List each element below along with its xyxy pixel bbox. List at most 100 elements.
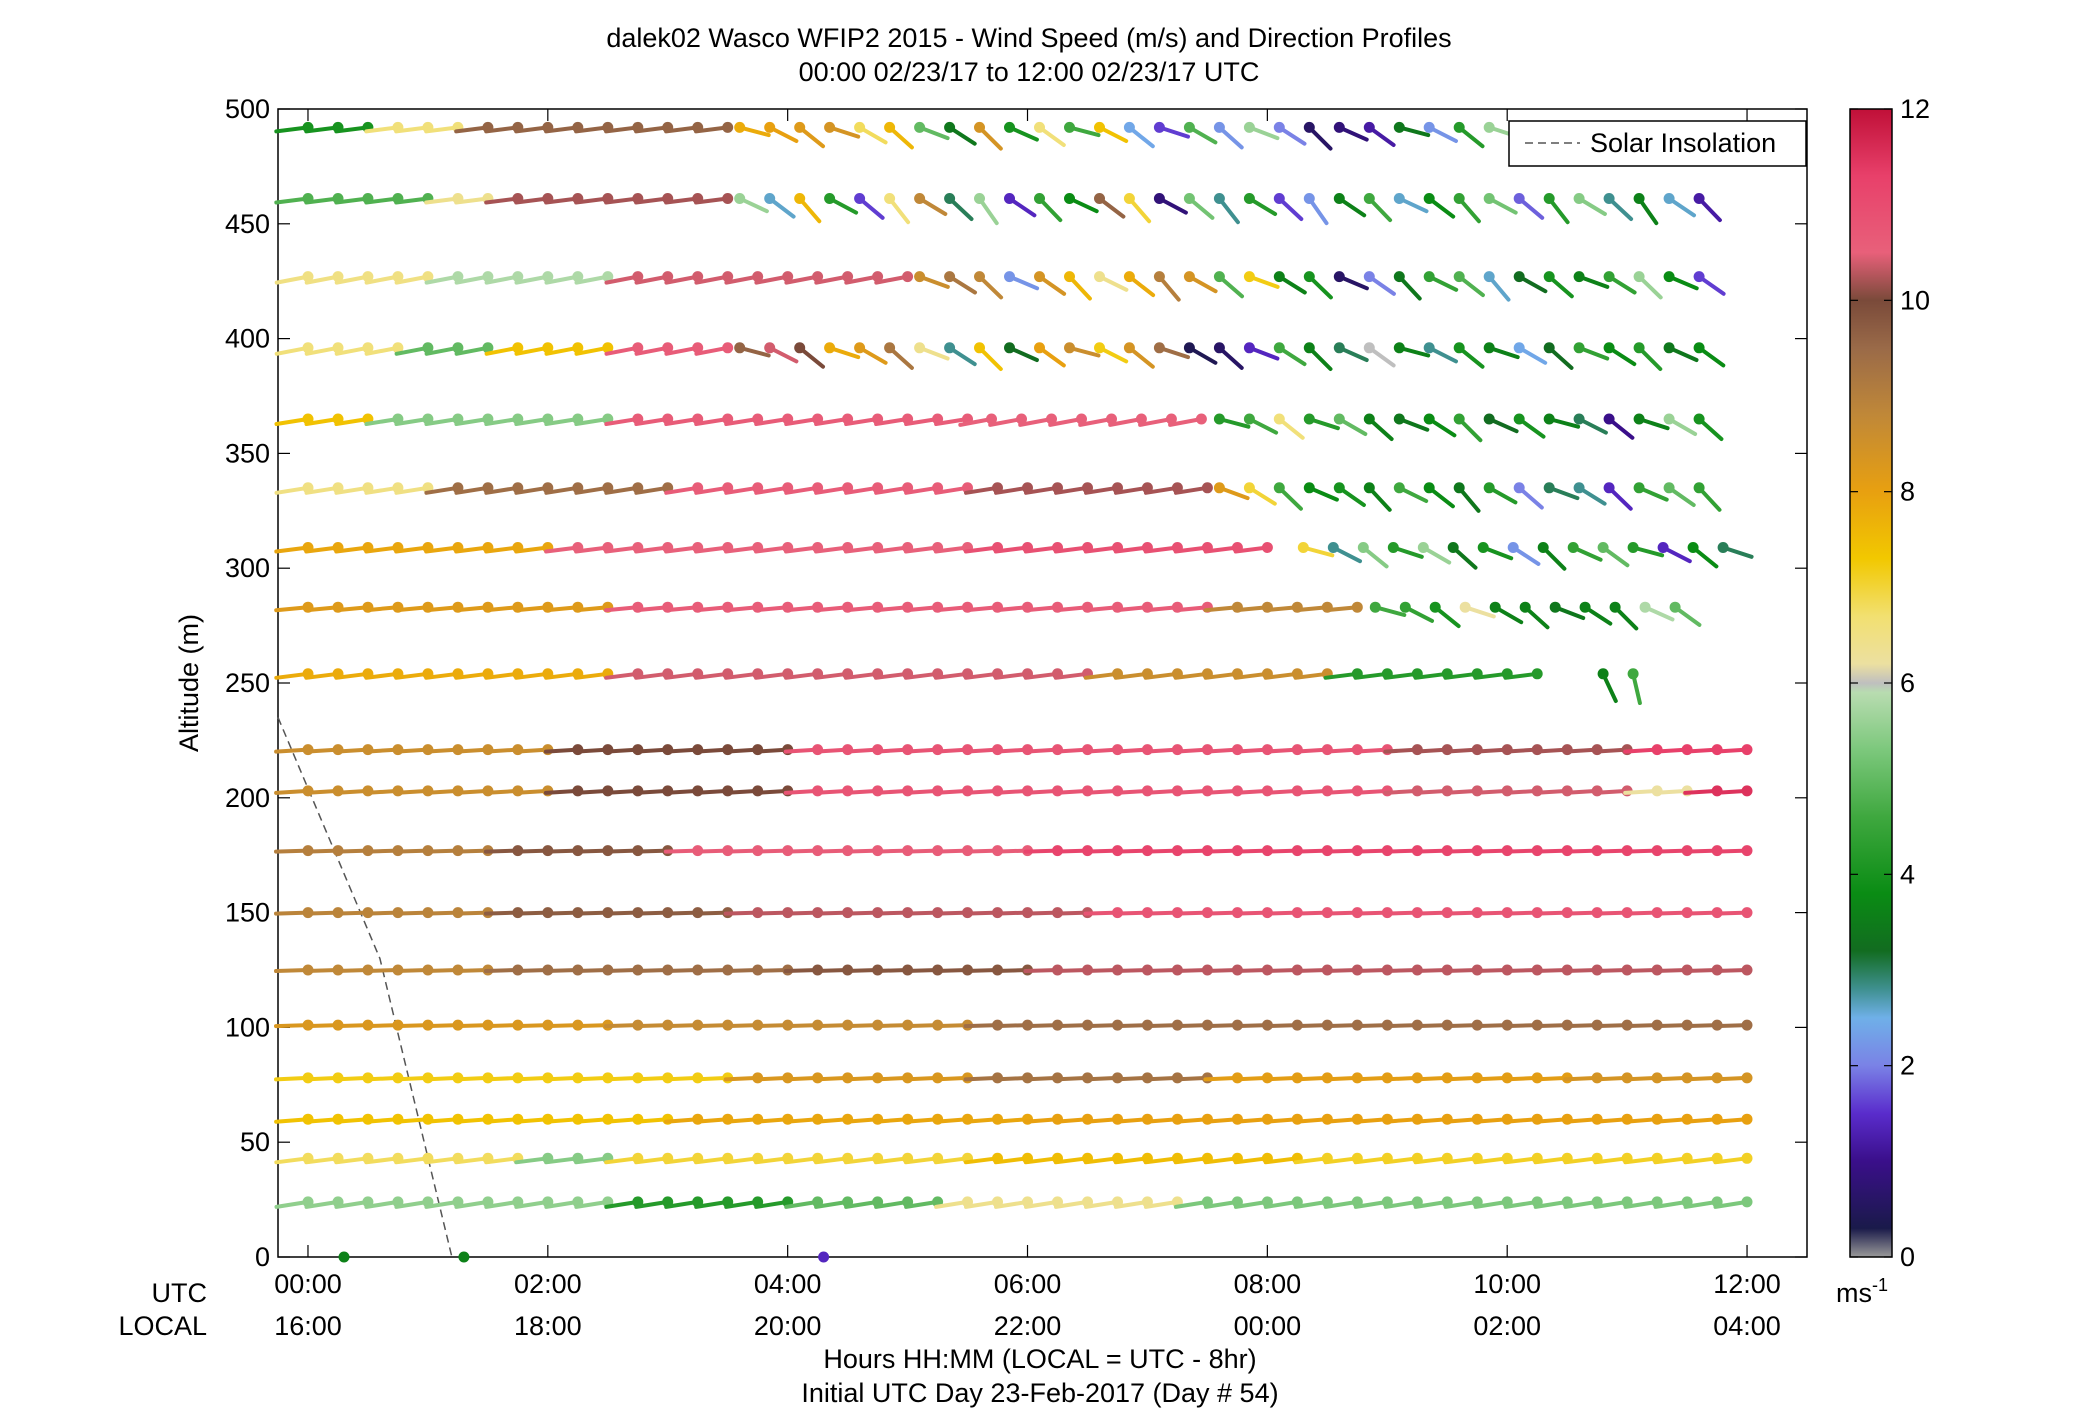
- wind-dot: [1573, 413, 1585, 425]
- wind-dot: [914, 193, 926, 204]
- wind-dot: [1741, 964, 1753, 976]
- wind-dot: [1195, 413, 1207, 425]
- wind-dot: [722, 271, 734, 283]
- wind-dot: [914, 121, 926, 133]
- wind-dot: [764, 121, 776, 133]
- wind-dot: [1273, 413, 1285, 425]
- wind-dot: [1507, 542, 1519, 553]
- wind-dot: [1243, 482, 1255, 494]
- wind-dot: [1303, 121, 1315, 133]
- profile-row-150: [274, 907, 1753, 919]
- wind-dot: [1453, 413, 1465, 425]
- wind-dot: [1004, 193, 1015, 204]
- wind-dot: [722, 342, 734, 354]
- wind-dot: [1693, 271, 1705, 283]
- barb-row-335: [1213, 482, 1722, 513]
- wind-dot: [794, 193, 806, 204]
- wind-dot: [1183, 193, 1195, 204]
- wind-dot: [1303, 482, 1315, 494]
- wind-dot: [1201, 482, 1213, 494]
- wind-dot: [1639, 601, 1651, 613]
- barb-row-309: [1297, 542, 1754, 571]
- wind-dot: [1693, 193, 1705, 204]
- wind-dot: [422, 342, 434, 354]
- wind-dot: [1603, 413, 1615, 425]
- wind-dot: [1633, 342, 1645, 354]
- wind-dot: [1531, 668, 1543, 680]
- wind-dot: [1633, 193, 1645, 204]
- wind-dot: [974, 271, 985, 283]
- wind-dot: [1393, 413, 1405, 425]
- wind-dot: [1741, 785, 1753, 797]
- wind-dot: [1663, 413, 1675, 425]
- wind-dot: [1573, 482, 1585, 494]
- wind-dot: [542, 271, 554, 283]
- legend: Solar Insolation: [1508, 120, 1807, 167]
- y-tick-label: 50: [240, 1127, 270, 1157]
- wind-dot: [902, 271, 914, 283]
- wind-dot: [1603, 193, 1615, 204]
- wind-dot: [1351, 601, 1363, 613]
- wind-dot: [1657, 542, 1669, 553]
- profile-row-60: [274, 1113, 1753, 1125]
- wind-dot: [1393, 482, 1405, 494]
- wind-dot: [1513, 193, 1525, 204]
- wind-dot: [1363, 121, 1375, 133]
- wind-dot: [1483, 413, 1495, 425]
- y-tick-label: 500: [225, 94, 270, 124]
- wind-dot: [542, 342, 554, 354]
- profile-row-78: [274, 1072, 1753, 1084]
- wind-dot: [884, 193, 896, 204]
- chart-subtitle: 00:00 02/23/17 to 12:00 02/23/17 UTC: [799, 57, 1260, 87]
- wind-dot: [1627, 542, 1639, 553]
- wind-dot: [1243, 271, 1255, 283]
- wind-dot: [1573, 342, 1585, 354]
- wind-dot: [722, 193, 734, 204]
- wind-dot: [1393, 121, 1405, 133]
- wind-dot: [914, 342, 926, 354]
- x-tick-label-utc: 12:00: [1713, 1269, 1781, 1299]
- wind-dot: [1399, 601, 1411, 613]
- wind-dot: [1513, 342, 1525, 354]
- barb-row-427: [914, 271, 1726, 302]
- wind-dot: [1693, 413, 1705, 425]
- wind-dot: [572, 271, 584, 283]
- x-tick-label-local: 04:00: [1713, 1311, 1781, 1341]
- wind-dot: [1004, 121, 1015, 133]
- colorbar-tick-label: 10: [1900, 285, 1930, 315]
- wind-dot: [1597, 668, 1609, 680]
- profile-row-101: [274, 1019, 1753, 1031]
- wind-dot: [1633, 271, 1645, 283]
- wind-dot: [944, 271, 956, 283]
- wind-dot: [1513, 413, 1525, 425]
- wind-dot: [1243, 121, 1255, 133]
- wind-dot: [764, 342, 776, 354]
- legend-solar-label: Solar Insolation: [1590, 128, 1776, 158]
- wind-dot: [824, 342, 836, 354]
- wind-dot: [302, 271, 314, 283]
- wind-dot: [1123, 342, 1135, 354]
- barb-row-0: [338, 1251, 350, 1263]
- wind-dot: [1153, 271, 1165, 283]
- x-tick-label-utc: 02:00: [514, 1269, 582, 1299]
- wind-dot: [1046, 413, 1057, 425]
- wind-dot: [1573, 271, 1585, 283]
- profile-row-177: [274, 845, 1753, 857]
- profile-row-427: [274, 271, 914, 285]
- x-axis-label: Hours HH:MM (LOCAL = UTC - 8hr): [823, 1344, 1256, 1374]
- wind-dot: [1519, 601, 1531, 613]
- y-tick-label: 250: [225, 668, 270, 698]
- x-tick-label-utc: 10:00: [1473, 1269, 1541, 1299]
- wind-dot: [392, 271, 404, 283]
- wind-dot: [1393, 193, 1405, 204]
- wind-dot: [884, 342, 896, 354]
- colorbar-tick-label: 8: [1900, 477, 1915, 507]
- colorbar-tick-label: 4: [1900, 859, 1915, 889]
- wind-dot: [1243, 342, 1255, 354]
- wind-dot: [1693, 342, 1705, 354]
- y-axis: 0 50 100 150 200 250 300 350 400 450 500: [225, 94, 1807, 1272]
- x-tick-label-local: 16:00: [274, 1311, 342, 1341]
- wind-dot: [1543, 193, 1555, 204]
- x-tick-label-local: 18:00: [514, 1311, 582, 1341]
- wind-dot: [458, 1251, 470, 1263]
